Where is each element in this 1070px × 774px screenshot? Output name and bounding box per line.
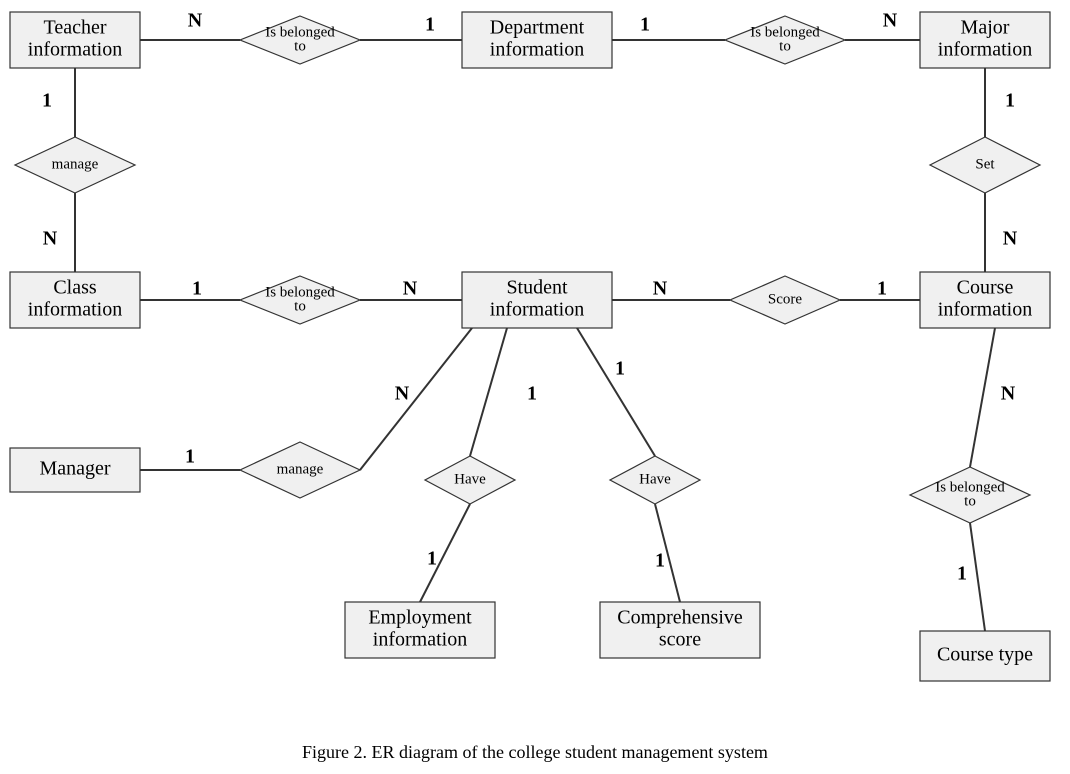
entity-label: information xyxy=(28,299,122,321)
relationship-label: manage xyxy=(277,461,324,477)
cardinality-label: N xyxy=(1003,228,1018,250)
relationship-label: Set xyxy=(975,156,995,172)
relationship-label: Have xyxy=(454,471,486,487)
relationship-label: Score xyxy=(768,291,802,307)
relationship-label: to xyxy=(779,38,791,54)
cardinality-label: N xyxy=(1001,383,1016,405)
edge xyxy=(970,328,995,467)
entity-label: score xyxy=(659,629,701,651)
cardinality-label: 1 xyxy=(192,278,202,300)
entity-label: Employment xyxy=(368,607,472,629)
entity-label: Class xyxy=(53,277,97,299)
cardinality-label: 1 xyxy=(425,14,435,36)
entities: TeacherinformationDepartmentinformationM… xyxy=(10,12,1050,681)
entity-label: Student xyxy=(506,277,568,299)
edge xyxy=(970,523,985,631)
relationship-label: to xyxy=(294,38,306,54)
entity-label: Course xyxy=(957,277,1014,299)
cardinality-label: 1 xyxy=(185,446,195,468)
entity-label: information xyxy=(490,39,584,61)
edge xyxy=(360,328,472,470)
cardinality-label: 1 xyxy=(615,358,625,380)
entity-label: information xyxy=(373,629,467,651)
relationship-label: manage xyxy=(52,156,99,172)
cardinality-label: 1 xyxy=(1005,90,1015,112)
relationship-label: Have xyxy=(639,471,671,487)
entity-label: Department xyxy=(490,17,585,39)
entity-label: Course type xyxy=(937,644,1033,666)
cardinality-label: 1 xyxy=(42,90,52,112)
cardinality-label: 1 xyxy=(527,383,537,405)
figure-caption: Figure 2. ER diagram of the college stud… xyxy=(302,742,768,762)
entity-label: information xyxy=(938,39,1032,61)
cardinality-label: 1 xyxy=(957,563,967,585)
relationship-label: to xyxy=(964,493,976,509)
entity-label: Manager xyxy=(39,458,110,480)
cardinality-label: N xyxy=(403,278,418,300)
edge xyxy=(470,328,507,456)
er-diagram: TeacherinformationDepartmentinformationM… xyxy=(0,0,1070,774)
entity-label: information xyxy=(938,299,1032,321)
relationship-label: to xyxy=(294,298,306,314)
cardinality-label: N xyxy=(43,228,58,250)
cardinality-label: N xyxy=(653,278,668,300)
edges xyxy=(75,40,995,631)
cardinality-label: N xyxy=(188,10,203,32)
entity-label: Major xyxy=(961,17,1010,39)
relationships: Is belongedtoIs belongedtomanageSetIs be… xyxy=(15,16,1040,523)
entity-label: Comprehensive xyxy=(617,607,743,629)
cardinality-label: N xyxy=(395,383,410,405)
cardinality-label: 1 xyxy=(427,548,437,570)
cardinality-label: 1 xyxy=(640,14,650,36)
entity-label: information xyxy=(28,39,122,61)
entity-label: information xyxy=(490,299,584,321)
entity-label: Teacher xyxy=(44,17,107,39)
cardinality-label: N xyxy=(883,10,898,32)
cardinality-label: 1 xyxy=(655,550,665,572)
cardinality-label: 1 xyxy=(877,278,887,300)
edge xyxy=(577,328,655,456)
